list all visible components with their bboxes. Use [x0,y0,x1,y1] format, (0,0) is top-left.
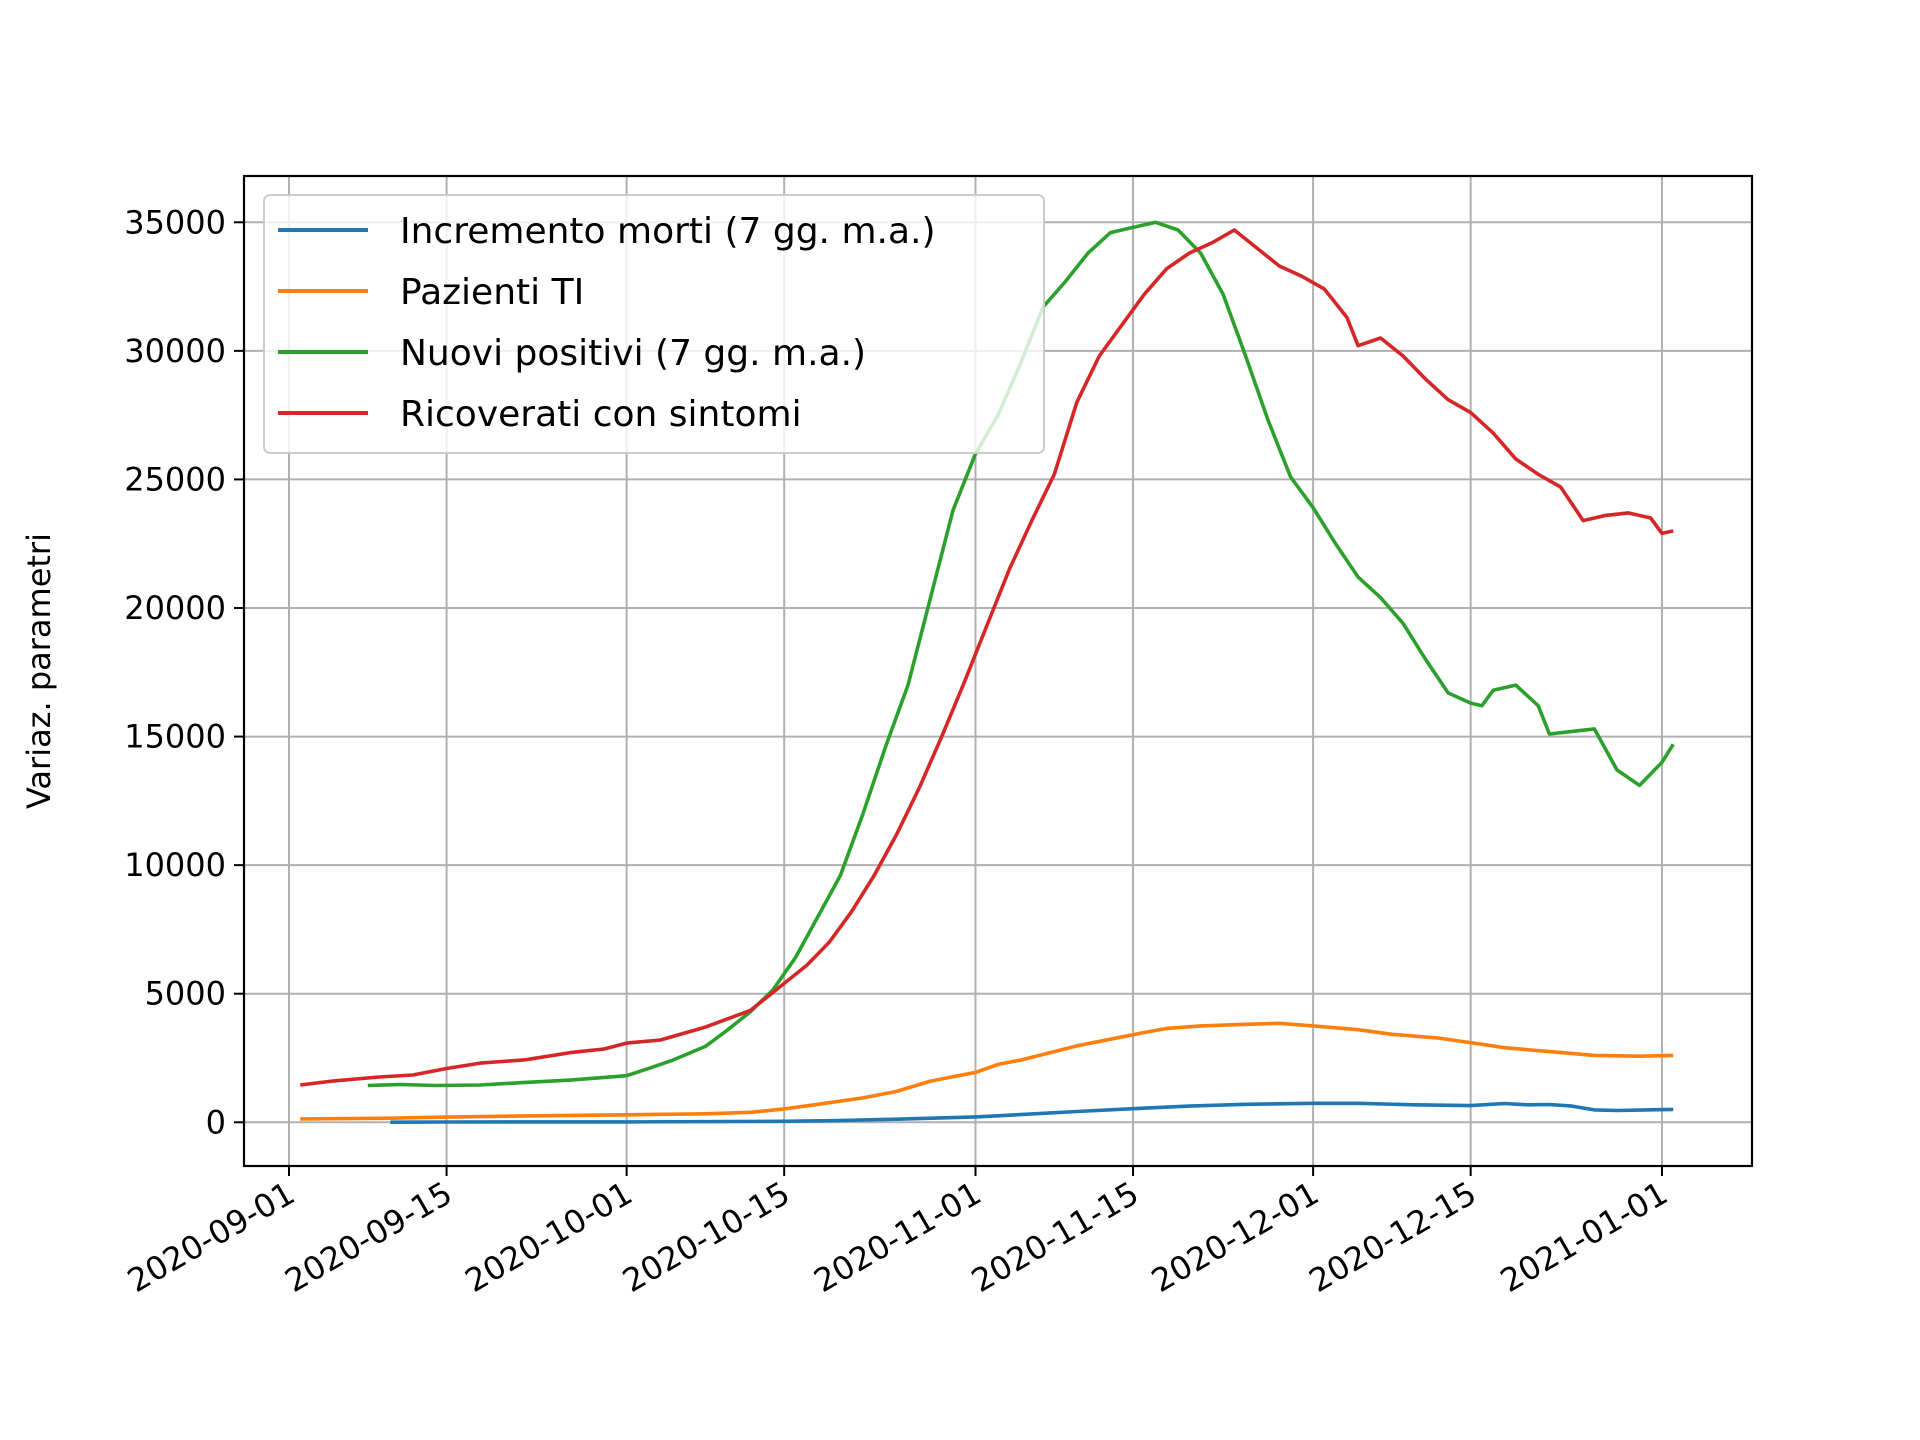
series-line-2 [300,1021,1674,1121]
y-tick-label: 10000 [124,846,226,884]
legend-label-1: Incremento morti (7 gg. m.a.) [400,211,936,252]
y-tick-label: 5000 [145,975,226,1013]
y-tick-label: 25000 [124,460,226,498]
series-line-1 [390,1101,1674,1124]
series-lines [300,220,1675,1124]
legend-items: Incremento morti (7 gg. m.a.) Pazienti TI… [278,211,936,435]
y-axis-title: Variaz. parametri [20,533,58,809]
y-tick-label: 0 [206,1103,226,1141]
series-line-4 [300,228,1674,1087]
legend-box [263,194,1045,454]
legend-label-4: Ricoverati con sintomi [400,394,802,435]
y-tick-label: 15000 [124,718,226,756]
y-tick-label: 35000 [124,203,226,241]
legend-label-2: Pazienti TI [400,272,584,313]
legend: Incremento morti (7 gg. m.a.) Pazienti TI… [263,194,1045,454]
y-tick-label: 20000 [124,589,226,627]
plot-frame [242,174,1754,1168]
legend-label-3: Nuovi positivi (7 gg. m.a.) [400,333,866,374]
y-tick-label: 30000 [124,332,226,370]
series-line-3 [367,220,1675,1088]
